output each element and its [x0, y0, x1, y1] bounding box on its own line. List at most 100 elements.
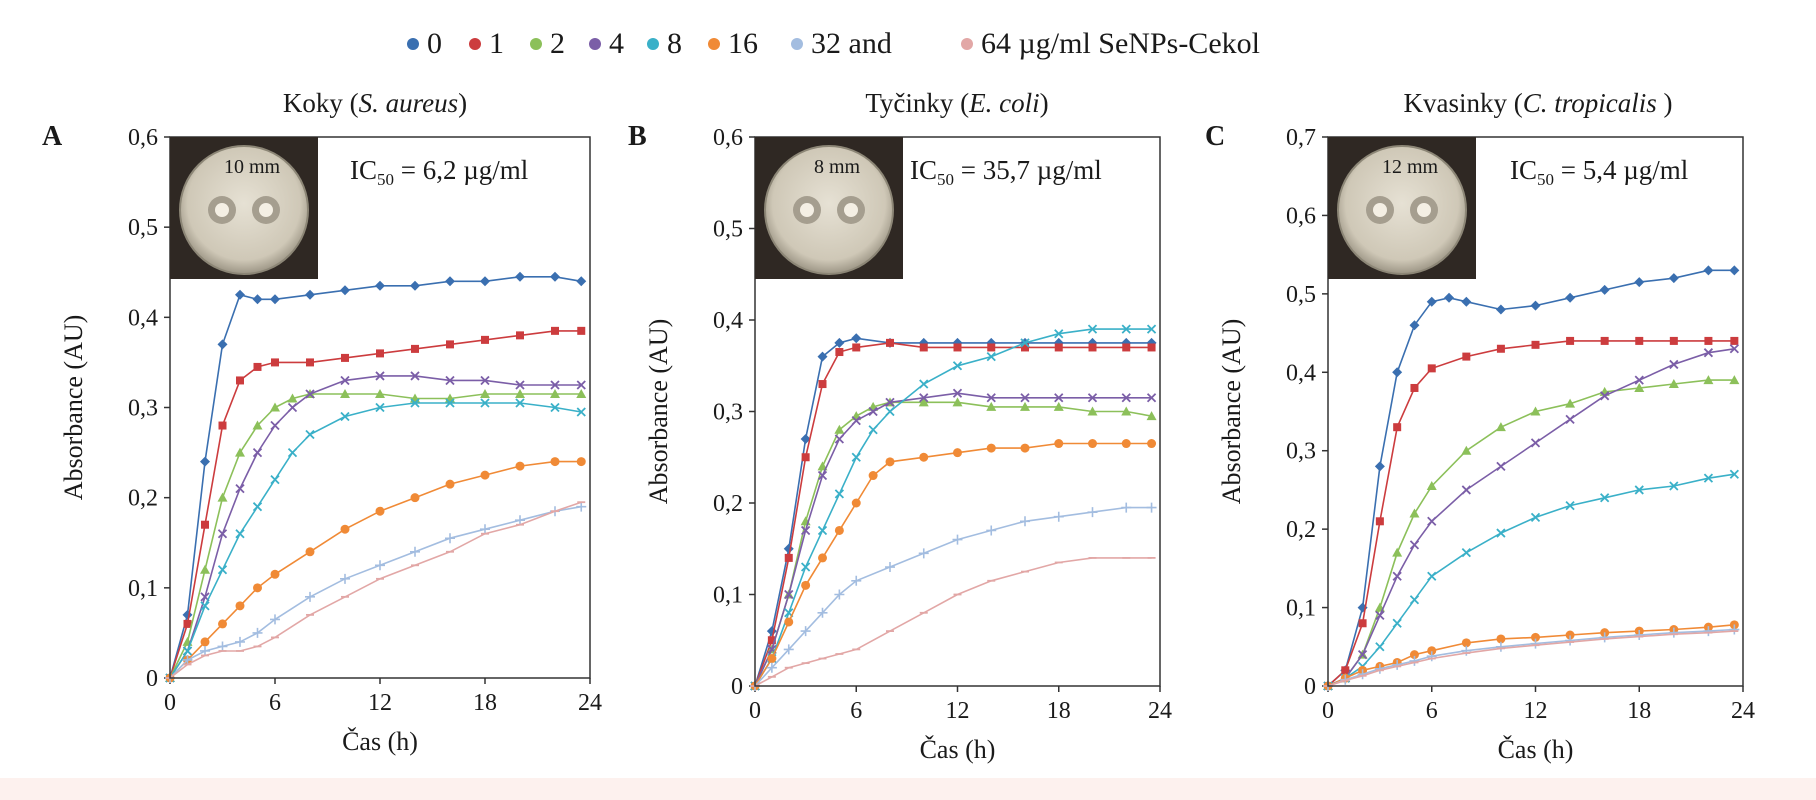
- data-point: [886, 338, 894, 347]
- data-point: [1409, 320, 1420, 331]
- data-point: [515, 398, 525, 408]
- x-tick-label: 0: [164, 690, 176, 716]
- y-tick-label: 0,3: [713, 400, 743, 426]
- data-point: [287, 447, 298, 458]
- data-point: [1461, 296, 1472, 307]
- data-point: [1088, 439, 1097, 449]
- data-point: [1121, 502, 1132, 513]
- x-axis-label: Čas (h): [342, 727, 418, 756]
- legend-label: 4: [609, 27, 624, 60]
- legend-item: 32 and: [791, 27, 892, 60]
- series-5: [750, 439, 1157, 691]
- data-point: [445, 479, 455, 489]
- petri-dish-inset: 12 mm: [1328, 137, 1476, 279]
- data-point: [1410, 383, 1419, 392]
- data-point: [1054, 329, 1064, 339]
- data-point: [1426, 481, 1437, 491]
- data-point: [767, 654, 777, 664]
- data-point: [1392, 571, 1402, 581]
- legend-item: 4: [589, 27, 624, 60]
- data-point: [1444, 292, 1455, 303]
- data-point: [1147, 343, 1156, 352]
- data-point: [480, 524, 490, 535]
- data-point: [217, 641, 228, 652]
- data-point: [1121, 439, 1131, 449]
- data-point: [1669, 336, 1678, 345]
- series-4: [750, 324, 1157, 691]
- data-point: [375, 280, 385, 291]
- data-point: [235, 484, 245, 494]
- legend-item: 64 µg/ml SeNPs-Cekol: [961, 27, 1260, 60]
- petri-dish-inset: 8 mm: [755, 137, 903, 279]
- series-line: [754, 506, 1152, 687]
- data-point: [1530, 512, 1541, 523]
- ic50-subscript: 50: [1537, 170, 1554, 189]
- series-line: [754, 442, 1152, 687]
- data-point: [952, 534, 963, 545]
- data-point: [270, 294, 280, 305]
- y-tick-label: 0,4: [128, 305, 158, 331]
- inset-label: 10 mm: [224, 156, 281, 178]
- legend-label: 0: [427, 27, 442, 60]
- data-point: [515, 461, 525, 471]
- data-point: [1634, 485, 1644, 495]
- series-4: [165, 398, 586, 683]
- data-point: [200, 456, 210, 467]
- y-tick-label: 0,2: [1286, 517, 1316, 543]
- data-point: [1087, 507, 1098, 518]
- data-point: [1409, 595, 1420, 605]
- legend-label: 16: [728, 27, 758, 60]
- data-point: [1087, 393, 1098, 403]
- series-5: [165, 457, 586, 683]
- y-tick-label: 0: [146, 666, 158, 692]
- series-line: [1327, 624, 1735, 687]
- data-point: [834, 424, 845, 434]
- data-point: [445, 533, 455, 544]
- y-tick-label: 0,4: [713, 308, 743, 334]
- x-tick-label: 0: [749, 698, 761, 724]
- data-point: [375, 388, 385, 398]
- y-tick-label: 0,4: [1286, 360, 1316, 386]
- data-point: [1461, 445, 1472, 455]
- series-7: [166, 501, 586, 679]
- legend-label: 8: [667, 27, 682, 60]
- data-point: [1496, 461, 1506, 472]
- data-point: [252, 420, 263, 430]
- series-0: [1323, 265, 1740, 691]
- ic50-value: = 6,2 µg/ml: [394, 155, 528, 185]
- footer-band: [0, 778, 1816, 800]
- data-point: [784, 617, 794, 627]
- legend-marker: [708, 38, 720, 50]
- data-point: [1392, 618, 1402, 628]
- data-point: [1146, 502, 1157, 513]
- data-point: [851, 416, 861, 426]
- x-axis-label: Čas (h): [1498, 735, 1574, 764]
- ic50-prefix: IC: [910, 155, 937, 185]
- data-point: [834, 525, 844, 535]
- x-tick-label: 12: [946, 698, 970, 724]
- petri-dish: [764, 145, 894, 275]
- data-point: [851, 575, 862, 586]
- chart-panel-c: C Kvasinky (C. tropicalis ) 0 0,1 0,2 0,3 0,4 0…: [1205, 88, 1755, 764]
- sample-well: [844, 203, 858, 217]
- data-point: [817, 351, 828, 362]
- data-point: [270, 402, 280, 412]
- data-point: [834, 434, 845, 444]
- x-tick-label: 0: [1322, 698, 1334, 724]
- series-2: [1323, 375, 1740, 690]
- plot-frame: [1327, 136, 1744, 687]
- legend-marker: [530, 38, 542, 50]
- title-prefix: Koky (: [283, 88, 359, 118]
- data-point: [767, 636, 776, 645]
- x-tick-label: 24: [1731, 698, 1755, 724]
- data-point: [987, 343, 996, 352]
- data-point: [306, 358, 314, 367]
- data-point: [200, 564, 210, 574]
- data-point: [515, 515, 525, 526]
- data-point: [1054, 439, 1064, 449]
- y-tick-label: 0,1: [713, 583, 743, 609]
- data-point: [986, 401, 997, 411]
- data-point: [885, 406, 895, 417]
- sample-well: [259, 203, 273, 217]
- data-point: [817, 470, 828, 481]
